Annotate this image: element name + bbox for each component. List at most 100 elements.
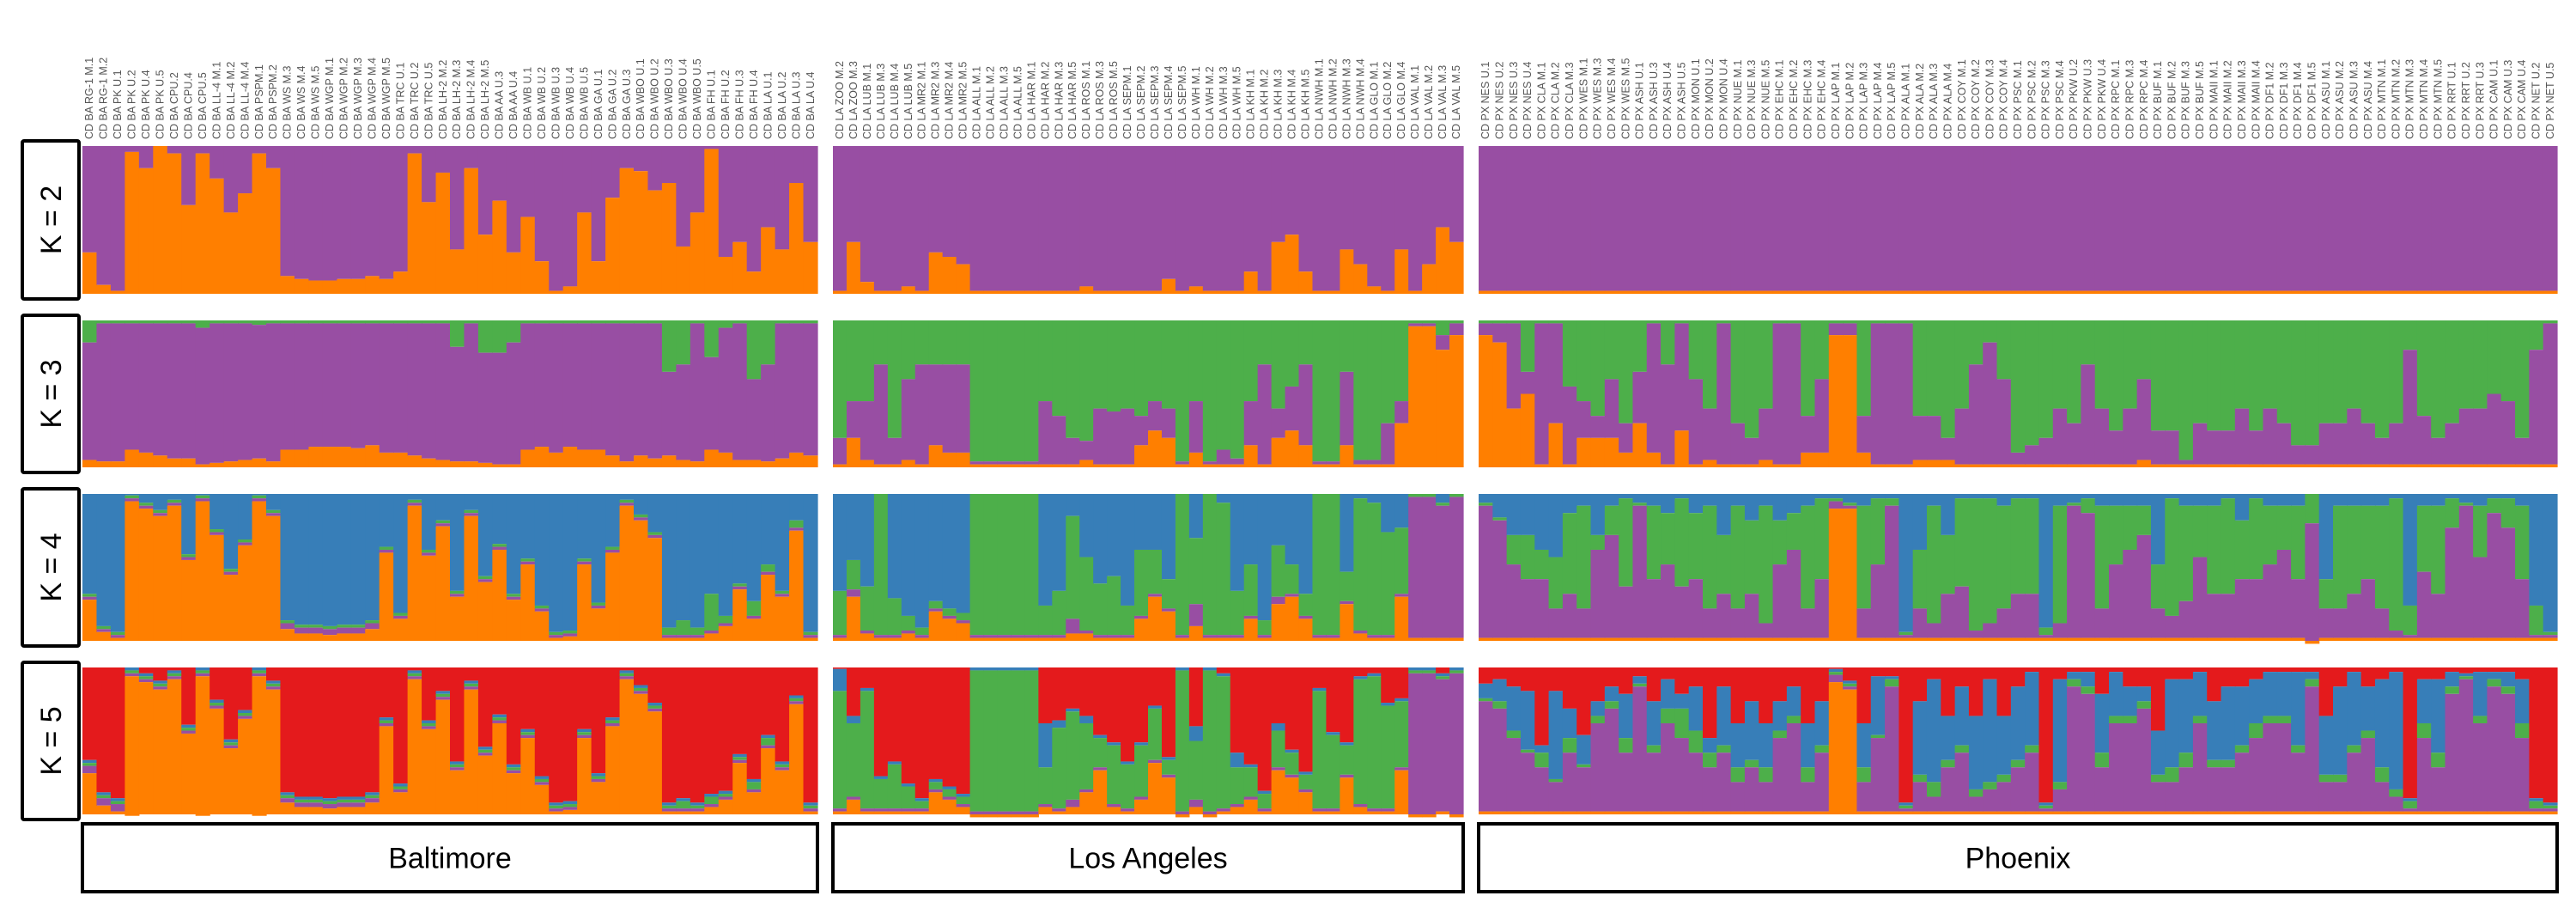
admixture-bar-segment xyxy=(195,670,210,673)
sample-label: CD LA MR2 M.1 xyxy=(916,62,928,139)
admixture-bar-segment xyxy=(2305,290,2320,294)
admixture-bar-segment xyxy=(2431,753,2446,768)
admixture-bar-segment xyxy=(1688,753,1704,812)
admixture-bar-segment xyxy=(2529,464,2544,467)
admixture-bar-segment xyxy=(153,680,168,684)
admixture-bar-segment xyxy=(534,261,550,294)
admixture-bar-segment xyxy=(803,146,818,242)
admixture-bar-segment xyxy=(195,501,210,641)
admixture-bar-segment xyxy=(1548,782,1564,812)
sample-label: CD LA NWH M.2 xyxy=(1327,58,1339,139)
admixture-bar-segment xyxy=(1954,586,1970,638)
sample-label: CD LA SEPM.2 xyxy=(1135,66,1147,139)
admixture-bar-segment xyxy=(308,667,324,797)
admixture-bar-segment xyxy=(1646,745,1662,753)
admixture-bar-segment xyxy=(2025,753,2040,812)
admixture-bar-segment xyxy=(2123,549,2138,638)
admixture-bar-segment xyxy=(1534,811,1550,814)
admixture-bar-segment xyxy=(1983,494,1998,499)
admixture-bar-segment xyxy=(732,460,748,467)
admixture-bar-segment xyxy=(464,323,479,462)
admixture-bar-segment xyxy=(1941,146,1956,291)
admixture-bar-segment xyxy=(2207,290,2222,294)
admixture-bar-segment xyxy=(1968,464,1984,467)
admixture-bar-segment xyxy=(732,241,748,294)
admixture-bar-segment xyxy=(605,455,621,467)
admixture-bar-segment xyxy=(1202,494,1218,636)
admixture-bar-segment xyxy=(308,633,324,641)
admixture-bar-segment xyxy=(110,798,125,801)
admixture-bar-segment xyxy=(322,801,337,805)
admixture-bar-segment xyxy=(2025,445,2040,465)
admixture-bar-segment xyxy=(1843,323,1858,336)
sample-label: CD LA SEPM.4 xyxy=(1163,66,1175,139)
admixture-bar-segment xyxy=(1408,326,1423,467)
admixture-bar-segment xyxy=(562,447,578,467)
admixture-bar-segment xyxy=(350,494,366,625)
admixture-bar-segment xyxy=(914,808,930,812)
admixture-bar-segment xyxy=(337,807,352,814)
k-panel-label: K = 2 xyxy=(35,186,68,254)
admixture-bar-segment xyxy=(1230,753,1245,768)
admixture-bar-segment xyxy=(690,637,705,641)
admixture-bar-segment xyxy=(1912,146,1928,291)
admixture-bar-segment xyxy=(1856,146,1872,291)
admixture-bar-segment xyxy=(1520,534,1535,580)
admixture-bar-segment xyxy=(252,670,267,673)
admixture-bar-segment xyxy=(520,320,536,324)
admixture-bar-segment xyxy=(252,320,267,326)
admixture-bar-segment xyxy=(1506,146,1522,291)
admixture-bar-segment xyxy=(1188,667,1204,727)
admixture-bar-segment xyxy=(1716,534,1732,594)
admixture-bar-segment xyxy=(2052,146,2068,291)
admixture-bar-segment xyxy=(1161,579,1176,609)
admixture-bar-segment xyxy=(477,494,493,576)
admixture-bar-segment xyxy=(1492,708,1508,812)
admixture-bar-segment xyxy=(1534,667,1550,746)
admixture-bar-segment xyxy=(1436,146,1450,228)
admixture-bar-segment xyxy=(2038,146,2054,291)
admixture-bar-segment xyxy=(534,146,550,262)
admixture-bar-segment xyxy=(942,320,957,365)
admixture-bar-segment xyxy=(2109,716,2123,723)
admixture-bar-segment xyxy=(1121,494,1135,606)
admixture-bar-segment xyxy=(2374,608,2390,638)
admixture-bar-segment xyxy=(2529,808,2544,812)
admixture-bar-segment xyxy=(1870,637,1886,641)
admixture-bar-segment xyxy=(2487,667,2502,673)
admixture-bar-segment xyxy=(506,596,521,600)
admixture-bar-segment xyxy=(1312,494,1327,636)
admixture-bar-segment xyxy=(647,538,663,641)
admixture-bar-segment xyxy=(1646,494,1662,506)
admixture-bar-segment xyxy=(2445,686,2460,694)
admixture-bar-segment xyxy=(167,676,182,680)
admixture-bar-segment xyxy=(1744,811,1759,814)
admixture-bar-segment xyxy=(1422,497,1437,638)
admixture-bar-segment xyxy=(506,770,521,774)
admixture-bar-segment xyxy=(2081,637,2096,641)
admixture-bar-segment xyxy=(1134,416,1149,446)
admixture-bar-segment xyxy=(2123,811,2138,814)
admixture-bar-segment xyxy=(2150,464,2166,467)
admixture-bar-segment xyxy=(1730,320,1746,424)
admixture-bar-segment xyxy=(2416,505,2432,572)
admixture-bar-segment xyxy=(1093,738,1108,768)
admixture-bar-segment xyxy=(2276,549,2292,638)
admixture-bar-segment xyxy=(2207,320,2222,431)
admixture-bar-segment xyxy=(549,667,564,803)
admixture-bar-segment xyxy=(1954,464,1970,467)
admixture-bar-segment xyxy=(789,695,805,698)
admixture-bar-segment xyxy=(1828,682,1844,814)
admixture-bar-segment xyxy=(942,619,957,641)
admixture-bar-segment xyxy=(1926,811,1941,814)
admixture-bar-segment xyxy=(1843,505,1858,509)
admixture-bar-segment xyxy=(591,320,606,324)
admixture-bar-segment xyxy=(2094,667,2110,694)
admixture-bar-segment xyxy=(1730,290,1746,294)
admixture-bar-segment xyxy=(1148,708,1163,760)
admixture-bar-segment xyxy=(846,241,861,294)
admixture-bar-segment xyxy=(1814,579,1830,638)
admixture-bar-segment xyxy=(803,241,818,294)
admixture-bar-segment xyxy=(450,146,465,250)
